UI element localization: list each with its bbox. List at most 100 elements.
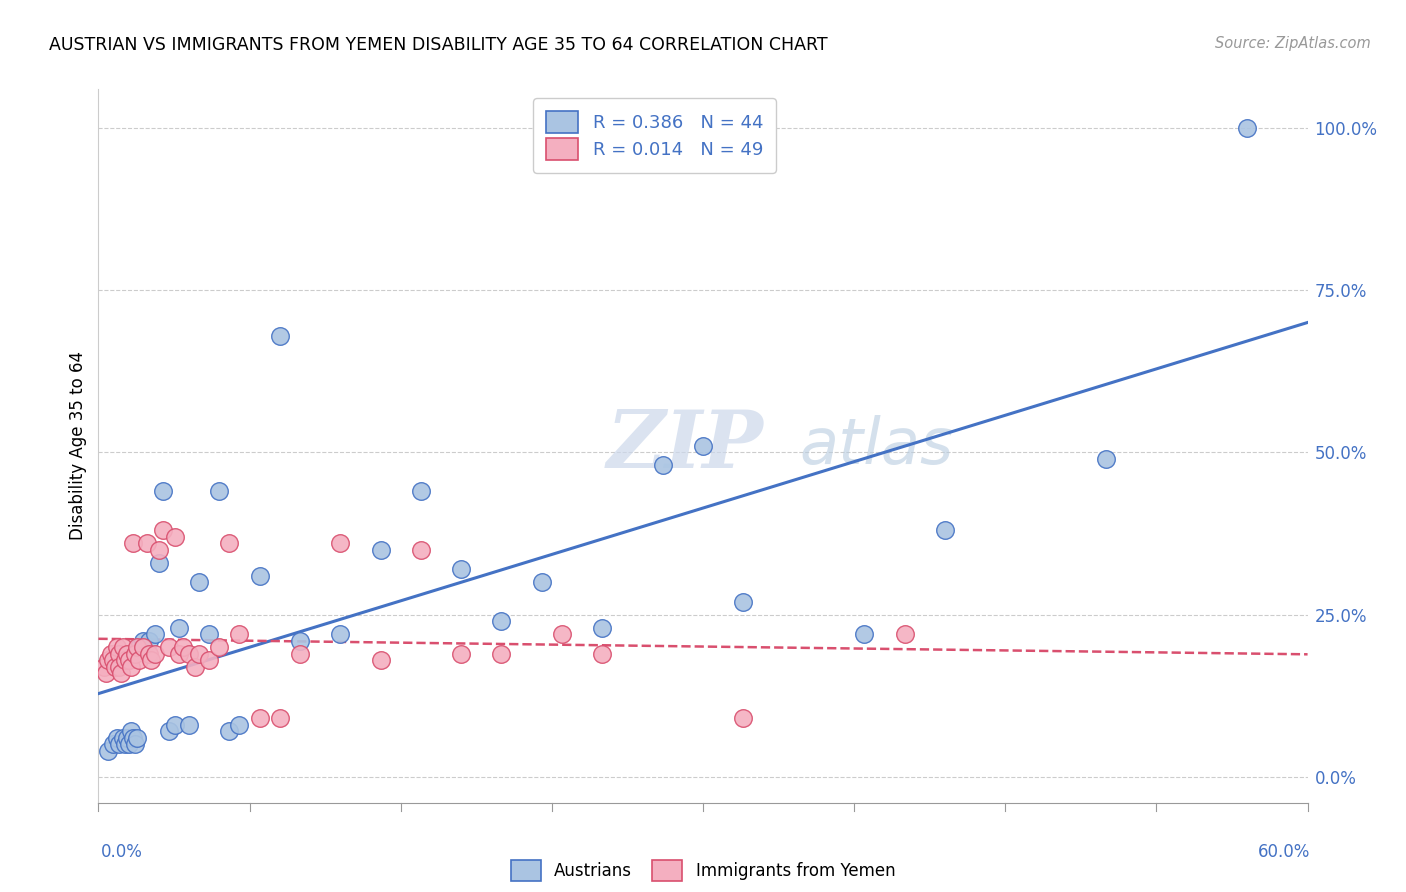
Point — [105, 731, 128, 745]
Point — [530, 575, 553, 590]
Point — [135, 536, 157, 550]
Point — [148, 556, 170, 570]
Point — [249, 711, 271, 725]
Point — [152, 484, 174, 499]
Point — [198, 653, 221, 667]
Point — [107, 738, 129, 752]
Point — [591, 647, 613, 661]
Point — [893, 627, 915, 641]
Point — [157, 724, 180, 739]
Point — [152, 524, 174, 538]
Point — [97, 744, 120, 758]
Point — [125, 640, 148, 654]
Point — [118, 738, 141, 752]
Point — [97, 653, 120, 667]
Point — [450, 647, 472, 661]
Point — [124, 647, 146, 661]
Point — [128, 640, 150, 654]
Point — [138, 633, 160, 648]
Point — [733, 595, 755, 609]
Text: atlas: atlas — [800, 415, 955, 477]
Point — [120, 724, 142, 739]
Point — [143, 647, 166, 661]
Point — [288, 633, 311, 648]
Point — [288, 647, 311, 661]
Point — [208, 484, 231, 499]
Point — [218, 536, 240, 550]
Point — [157, 640, 180, 654]
Text: AUSTRIAN VS IMMIGRANTS FROM YEMEN DISABILITY AGE 35 TO 64 CORRELATION CHART: AUSTRIAN VS IMMIGRANTS FROM YEMEN DISABI… — [49, 36, 828, 54]
Point — [103, 659, 125, 673]
Point — [139, 653, 162, 667]
Point — [329, 627, 352, 641]
Text: 60.0%: 60.0% — [1258, 843, 1310, 861]
Point — [107, 647, 129, 661]
Point — [1236, 121, 1258, 136]
Point — [692, 439, 714, 453]
Text: Source: ZipAtlas.com: Source: ZipAtlas.com — [1215, 36, 1371, 51]
Point — [184, 659, 207, 673]
Point — [491, 647, 513, 661]
Point — [934, 524, 956, 538]
Point — [125, 731, 148, 745]
Point — [163, 718, 186, 732]
Point — [591, 621, 613, 635]
Point — [111, 731, 134, 745]
Point — [96, 666, 118, 681]
Point — [132, 640, 155, 654]
Point — [124, 738, 146, 752]
Point — [853, 627, 876, 641]
Point — [651, 458, 673, 473]
Point — [269, 328, 291, 343]
Point — [163, 530, 186, 544]
Point — [114, 738, 136, 752]
Point — [249, 568, 271, 582]
Point — [93, 659, 115, 673]
Point — [228, 718, 250, 732]
Point — [370, 653, 392, 667]
Y-axis label: Disability Age 35 to 64: Disability Age 35 to 64 — [69, 351, 87, 541]
Point — [172, 640, 194, 654]
Point — [198, 627, 221, 641]
Point — [101, 738, 124, 752]
Point — [733, 711, 755, 725]
Point — [329, 536, 352, 550]
Point — [167, 647, 190, 661]
Point — [115, 647, 138, 661]
Point — [101, 653, 124, 667]
Point — [132, 633, 155, 648]
Point — [188, 647, 211, 661]
Point — [179, 647, 201, 661]
Point — [491, 614, 513, 628]
Point — [370, 542, 392, 557]
Point — [114, 653, 136, 667]
Point — [409, 484, 432, 499]
Point — [228, 627, 250, 641]
Point — [118, 653, 141, 667]
Point — [111, 640, 134, 654]
Point — [107, 659, 129, 673]
Point — [100, 647, 122, 661]
Point — [148, 542, 170, 557]
Point — [120, 659, 142, 673]
Point — [128, 653, 150, 667]
Point — [208, 640, 231, 654]
Point — [409, 542, 432, 557]
Point — [105, 640, 128, 654]
Point — [115, 731, 138, 745]
Point — [121, 536, 143, 550]
Text: ZIP: ZIP — [606, 408, 763, 484]
Point — [551, 627, 574, 641]
Point — [269, 711, 291, 725]
Point — [1095, 452, 1118, 467]
Point — [179, 718, 201, 732]
Point — [218, 724, 240, 739]
Point — [143, 627, 166, 641]
Legend: Austrians, Immigrants from Yemen: Austrians, Immigrants from Yemen — [505, 854, 901, 888]
Point — [450, 562, 472, 576]
Point — [138, 647, 160, 661]
Point — [110, 666, 132, 681]
Point — [167, 621, 190, 635]
Point — [121, 731, 143, 745]
Point — [188, 575, 211, 590]
